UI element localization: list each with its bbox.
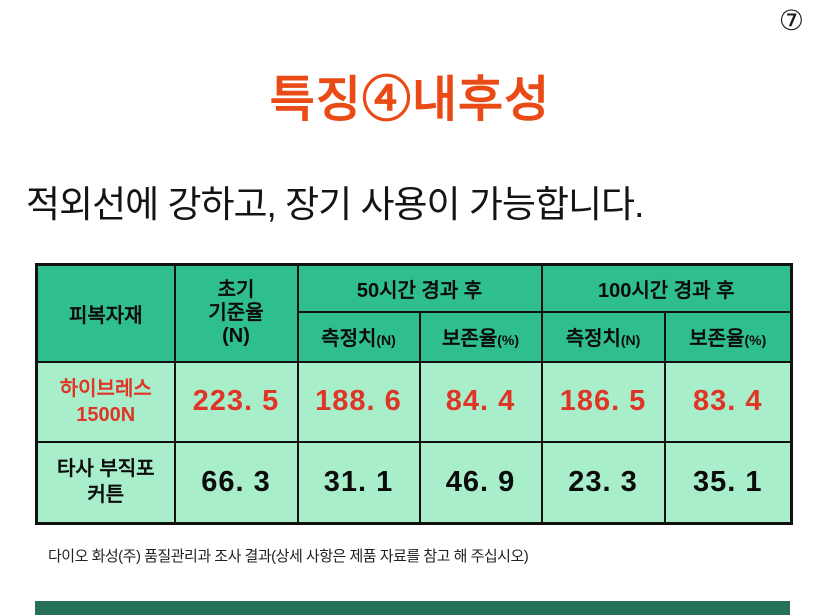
cell-measured-50h: 188. 6	[296, 360, 421, 443]
col-header-initial-line2: 기준율	[208, 301, 264, 324]
row-label: 타사 부직포 커튼	[35, 440, 176, 525]
table-row: 타사 부직포 커튼 66. 3 31. 1 46. 9 23. 3 35. 1	[35, 440, 793, 525]
weather-resistance-table: 피복자재 초기 기준율 (N) 50시간 경과 후 100시간 경과 후 측정치…	[35, 263, 794, 525]
cell-measured-100h: 186. 5	[540, 360, 666, 443]
row-label-line1: 하이브레스	[59, 377, 152, 400]
row-label-line2: 커튼	[87, 484, 125, 507]
page-number: ⑦	[778, 6, 804, 37]
slide-subtitle: 적외선에 강하고, 장기 사용이 가능합니다.	[26, 184, 644, 225]
cell-retention-50h: 46. 9	[418, 440, 543, 525]
table-header-row-groups: 피복자재 초기 기준율 (N) 50시간 경과 후 100시간 경과 후	[35, 263, 793, 363]
col-header-retention-50h-label: 보존율	[442, 328, 498, 350]
cell-retention-50h: 84. 4	[418, 360, 543, 443]
col-header-initial-line3: (N)	[222, 324, 250, 347]
row-label: 하이브레스 1500N	[35, 360, 176, 443]
col-header-measured-50h-unit: (N)	[376, 332, 396, 348]
col-header-material: 피복자재	[35, 263, 176, 363]
col-header-retention-50h: 보존율(%)	[418, 310, 543, 363]
col-header-retention-100h: 보존율(%)	[663, 310, 793, 363]
col-header-retention-100h-unit: (%)	[744, 332, 767, 348]
col-header-measured-100h-label: 측정치	[565, 328, 621, 350]
row-label-line2: 1500N	[76, 403, 136, 426]
col-header-retention-100h-label: 보존율	[689, 328, 745, 350]
bottom-accent-bar	[35, 601, 790, 615]
col-header-measured-50h-label: 측정치	[321, 328, 377, 350]
cell-initial: 223. 5	[173, 360, 299, 443]
cell-measured-100h: 23. 3	[540, 440, 666, 525]
group-header-100h: 100시간 경과 후	[540, 263, 793, 313]
col-header-initial: 초기 기준율 (N)	[173, 263, 299, 363]
slide-title: 특징④내후성	[269, 73, 551, 127]
footer-note: 다이오 화성(주) 품질관리과 조사 결과(상세 사항은 제품 자료를 참고 해…	[48, 548, 529, 565]
col-header-retention-50h-unit: (%)	[497, 332, 519, 348]
row-label-line1: 타사 부직포	[56, 458, 155, 481]
col-header-measured-50h: 측정치(N)	[296, 310, 421, 363]
table-row: 하이브레스 1500N 223. 5 188. 6 84. 4 186. 5 8…	[35, 360, 793, 443]
group-header-50h: 50시간 경과 후	[296, 263, 543, 313]
cell-measured-50h: 31. 1	[296, 440, 421, 525]
cell-retention-100h: 83. 4	[663, 360, 793, 443]
col-header-measured-100h-unit: (N)	[620, 332, 641, 348]
table-header-row-sub: 측정치(N) 보존율(%) 측정치(N) 보존율(%)	[37, 310, 793, 363]
col-header-measured-100h: 측정치(N)	[540, 310, 666, 363]
col-header-initial-line1: 초기	[217, 278, 255, 301]
cell-retention-100h: 35. 1	[663, 440, 793, 525]
cell-initial: 66. 3	[173, 440, 299, 525]
